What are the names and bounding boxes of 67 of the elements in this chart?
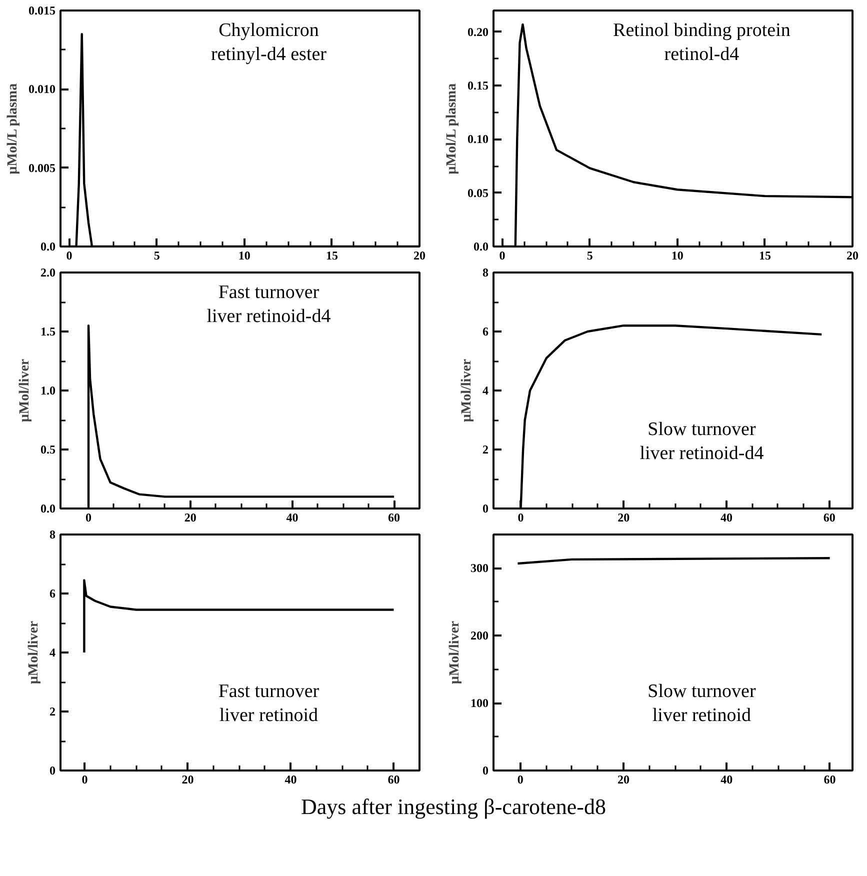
y-tick-label: 0.010 bbox=[28, 82, 56, 96]
x-tick-label: 20 bbox=[618, 510, 630, 524]
y-axis-title: µMol/liver bbox=[460, 358, 474, 422]
x-tick-label: 60 bbox=[823, 510, 836, 524]
x-tick-label: 5 bbox=[586, 248, 593, 262]
y-tick-label: 0.20 bbox=[468, 24, 488, 39]
y-tick-label: 0.0 bbox=[474, 240, 488, 254]
x-tick-label: 40 bbox=[720, 510, 732, 524]
text: Retinol binding protein retinol-d4 bbox=[613, 20, 791, 65]
y-tick-label: 0.005 bbox=[28, 160, 56, 175]
y-tick-label: 0 bbox=[50, 764, 56, 778]
y-tick-label: 0 bbox=[482, 764, 488, 778]
x-tick-label: 15 bbox=[758, 248, 771, 262]
x-tick-label: 60 bbox=[388, 772, 400, 786]
y-tick-label: 0 bbox=[482, 502, 488, 516]
y-tick-label: 200 bbox=[470, 628, 488, 643]
y-axis-title: µMol/liver bbox=[448, 620, 462, 684]
text: Fast turnover liver retinoid bbox=[218, 680, 320, 726]
y-tick-label: 0.15 bbox=[468, 78, 488, 93]
y-tick-label: 1.5 bbox=[40, 324, 56, 338]
x-tick-label: 20 bbox=[182, 772, 194, 786]
x-tick-label: 0 bbox=[86, 510, 92, 524]
text: Chylomicron retinyl-d4 ester bbox=[210, 20, 328, 65]
text: Fast turnover liver retinoid-d4 bbox=[206, 282, 332, 327]
y-tick-label: 2.0 bbox=[40, 266, 56, 280]
y-axis-title: µMol/liver bbox=[26, 620, 42, 684]
y-tick-label: 4 bbox=[50, 646, 56, 660]
x-tick-label: 10 bbox=[238, 248, 250, 262]
y-tick-label: 4 bbox=[482, 384, 488, 398]
y-axis-title: µMol/L plasma bbox=[6, 83, 20, 174]
y-tick-label: 8 bbox=[482, 266, 488, 280]
x-tick-label: 40 bbox=[284, 772, 297, 786]
x-tick-label: 0 bbox=[66, 248, 72, 262]
x-tick-label: 5 bbox=[154, 248, 160, 262]
y-tick-label: 1.0 bbox=[40, 384, 56, 398]
y-tick-label: 2 bbox=[50, 704, 56, 718]
x-tick-label: 40 bbox=[720, 772, 733, 786]
x-tick-label: 0 bbox=[517, 772, 524, 786]
y-tick-label: 300 bbox=[470, 561, 488, 576]
y-tick-label: 0.0 bbox=[40, 240, 56, 254]
y-tick-label: 6 bbox=[482, 324, 488, 338]
x-tick-label: 0 bbox=[499, 248, 506, 262]
x-tick-label: 60 bbox=[388, 510, 400, 524]
text: Slow turnover liver retinoid-d4 bbox=[640, 418, 764, 464]
x-tick-label: 20 bbox=[184, 510, 196, 524]
x-axis-title: Days after ingesting β-carotene-d8 bbox=[300, 793, 606, 821]
text: Slow turnover liver retinoid bbox=[648, 680, 756, 726]
x-tick-label: 10 bbox=[671, 248, 684, 262]
y-axis-title: µMol/L plasma bbox=[444, 83, 460, 174]
y-axis-title: µMol/liver bbox=[18, 358, 32, 422]
x-tick-label: 20 bbox=[617, 772, 630, 786]
y-tick-label: 6 bbox=[50, 586, 56, 600]
x-tick-label: 60 bbox=[824, 772, 836, 786]
x-tick-label: 20 bbox=[414, 248, 426, 262]
x-tick-label: 20 bbox=[846, 248, 858, 262]
y-tick-label: 100 bbox=[470, 696, 488, 710]
y-tick-label: 2 bbox=[482, 442, 488, 456]
y-tick-label: 0.0 bbox=[40, 502, 56, 516]
x-tick-label: 40 bbox=[286, 510, 298, 524]
y-tick-label: 8 bbox=[50, 528, 56, 542]
y-tick-label: 0.05 bbox=[468, 186, 488, 200]
x-tick-label: 0 bbox=[82, 772, 88, 786]
y-tick-label: 0.5 bbox=[40, 442, 56, 456]
y-tick-label: 0.015 bbox=[28, 4, 56, 18]
x-tick-label: 15 bbox=[326, 248, 338, 262]
x-tick-label: 0 bbox=[518, 510, 524, 524]
y-tick-label: 0.10 bbox=[468, 132, 488, 146]
